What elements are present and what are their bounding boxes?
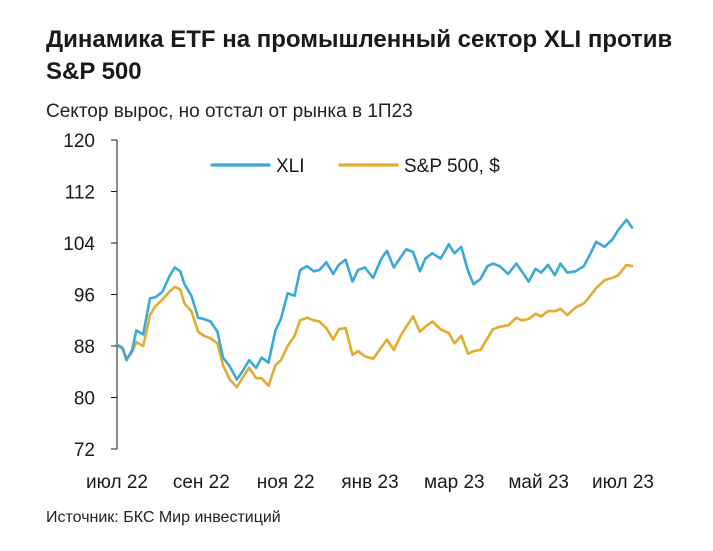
y-tick-label: 120 <box>63 131 95 152</box>
series-line-sp500 <box>115 263 634 389</box>
y-tick-label: 96 <box>74 286 95 307</box>
y-tick-label: 104 <box>63 234 95 255</box>
y-tick-label: 112 <box>65 183 95 204</box>
legend-label: S&P 500, $ <box>404 156 500 177</box>
x-tick-label: янв 23 <box>341 472 398 493</box>
x-tick-label: мар 23 <box>424 472 485 493</box>
chart-subtitle: Сектор вырос, но отстал от рынка в 1П23 <box>46 101 413 122</box>
y-tick-label: 72 <box>74 440 95 461</box>
chart-title: Динамика ETF на промышленный сектор XLI … <box>46 26 673 85</box>
x-tick-label: май 23 <box>508 472 569 493</box>
chart-legend: XLI S&P 500, $ <box>210 156 500 177</box>
x-tick-label: июл 22 <box>86 472 148 493</box>
source-note: Источник: БКС Мир инвестиций <box>46 509 281 526</box>
x-tick-label: сен 22 <box>173 472 230 493</box>
series-line-xli <box>115 218 634 381</box>
x-tick-label: ноя 22 <box>257 472 315 493</box>
y-tick-label: 80 <box>74 389 95 410</box>
chart-axes: 120 112 104 96 88 80 72 июл 22 сен 22 ноя 22 янв 2… <box>63 131 654 493</box>
legend-label: XLI <box>276 156 305 177</box>
x-tick-label: июл 23 <box>592 472 654 493</box>
series-layer <box>115 218 634 389</box>
y-tick-label: 88 <box>74 337 95 358</box>
